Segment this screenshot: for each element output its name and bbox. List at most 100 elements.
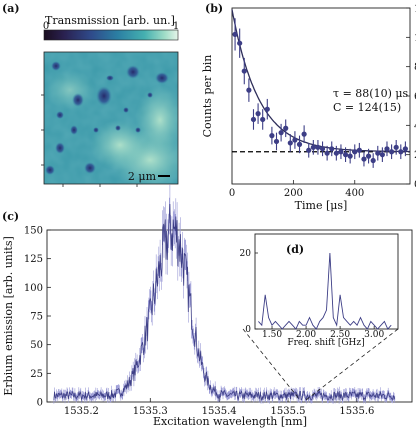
panel-b-xlabel: Time [μs] — [295, 199, 348, 212]
y-tick-label: 150 — [24, 226, 43, 237]
dark-spot — [56, 111, 64, 119]
x-tick-label: 0 — [229, 188, 235, 199]
data-point — [324, 150, 330, 156]
data-point — [232, 31, 238, 37]
x-tick-label: 1.50 — [262, 330, 282, 340]
y-tick-label: 25 — [30, 369, 43, 380]
dark-spot — [115, 125, 121, 131]
y-tick-label: 20 — [240, 249, 252, 259]
x-tick-label: 200 — [284, 188, 303, 199]
panel-d-xlabel: Freq. shift [GHz] — [287, 338, 364, 348]
data-point — [388, 149, 395, 155]
data-point — [287, 140, 293, 146]
y-tick-label: 40 — [414, 121, 416, 132]
inset-background — [255, 234, 398, 329]
panel-c: 0 25 50 75 100 125 150 1535.2 1535.3 1535.4 1535.… — [2, 184, 413, 428]
data-point — [342, 152, 349, 158]
data-point — [296, 141, 303, 147]
data-point — [255, 111, 261, 117]
y-tick-label: 0 — [414, 180, 416, 191]
y-tick-label: 0 — [37, 398, 43, 409]
map-frame — [43, 51, 179, 185]
panel-a: Transmission [arb. un.] — [41, 14, 179, 187]
panel-c-ylabel: Erbium emission [arb. units] — [2, 236, 15, 396]
data-point — [319, 146, 326, 152]
data-point — [398, 149, 404, 155]
y-tick-label: 120 — [414, 4, 416, 15]
data-point — [315, 144, 321, 150]
dark-spot — [106, 75, 114, 81]
data-point — [250, 116, 257, 123]
dark-spot — [51, 61, 61, 71]
colorbar — [43, 29, 179, 41]
data-point — [273, 138, 280, 145]
panel-a-label: (a) — [2, 2, 20, 15]
dark-spot — [70, 125, 78, 135]
data-point — [384, 146, 390, 152]
x-tick-label: 1535.2 — [64, 406, 99, 417]
data-point — [301, 131, 307, 137]
y-tick-label: 100 — [24, 283, 43, 294]
inset-spectrum-line — [258, 252, 392, 330]
dark-spot — [84, 162, 96, 174]
data-point — [329, 146, 335, 152]
data-point — [338, 149, 344, 155]
data-point — [283, 125, 289, 131]
y-tick-label: 0 — [245, 325, 251, 335]
x-tick-label: 1535.3 — [133, 406, 168, 417]
dark-spot — [135, 127, 141, 133]
scale-bar-label: 2 μm — [128, 170, 157, 183]
panel-d-frame — [254, 233, 399, 330]
colorbar-title: Transmission [arb. un.] — [45, 14, 175, 27]
data-point — [375, 150, 381, 156]
dark-spot — [72, 93, 84, 107]
data-point — [306, 147, 312, 153]
colorbar-max: 1 — [173, 21, 179, 32]
dark-spot — [126, 65, 140, 79]
data-point — [237, 40, 243, 46]
data-point — [333, 150, 339, 156]
data-point — [347, 153, 353, 159]
y-tick-label: 60 — [414, 92, 416, 103]
zoom-line-left — [242, 328, 301, 401]
data-point — [361, 156, 367, 162]
x-tick-label: 1535.4 — [202, 406, 237, 417]
data-point — [269, 133, 275, 139]
x-tick-label: 400 — [345, 188, 364, 199]
x-tick-label: 3.00 — [364, 330, 384, 340]
panel-b-label: (b) — [205, 2, 223, 15]
data-point — [356, 147, 362, 153]
data-point — [370, 157, 376, 164]
spectrum-line — [53, 203, 396, 402]
y-tick-label: 75 — [30, 312, 43, 323]
data-point — [246, 87, 252, 93]
dark-spot — [96, 86, 112, 106]
panel-b: 0 20 40 60 80 100 120 0 200 400 τ = 88(10) μs C … — [201, 4, 416, 213]
data-point — [241, 68, 247, 74]
annotation-tau: τ = 88(10) μs — [333, 87, 409, 100]
data-point — [402, 146, 408, 152]
data-point — [352, 149, 358, 155]
panel-d-label: (d) — [286, 243, 304, 256]
annotation-c: C = 124(15) — [333, 101, 401, 114]
panel-d: (d) 0 20 1.50 2.00 2.50 3.00 Freq. shift [GH… — [240, 233, 399, 348]
data-point — [278, 130, 284, 136]
fit-curve — [231, 9, 410, 153]
data-point — [264, 106, 270, 112]
dark-spot — [93, 127, 99, 133]
panel-c-label: (c) — [2, 210, 19, 223]
data-point — [260, 116, 266, 123]
x-tick-label: 1535.5 — [271, 406, 306, 417]
zoom-line-right — [305, 328, 399, 401]
x-tick-label: 1535.6 — [339, 406, 374, 417]
y-tick-label: 50 — [30, 340, 43, 351]
transmission-map — [44, 52, 178, 184]
data-point — [393, 144, 399, 150]
panel-b-ylabel: Counts per bin — [201, 55, 214, 138]
data-point — [310, 144, 316, 150]
x-tick-label: 2.00 — [296, 330, 316, 340]
colorbar-min: 0 — [43, 21, 49, 32]
y-tick-label: 80 — [414, 62, 416, 73]
panel-c-xlabel: Excitation wavelength [nm] — [153, 415, 307, 428]
